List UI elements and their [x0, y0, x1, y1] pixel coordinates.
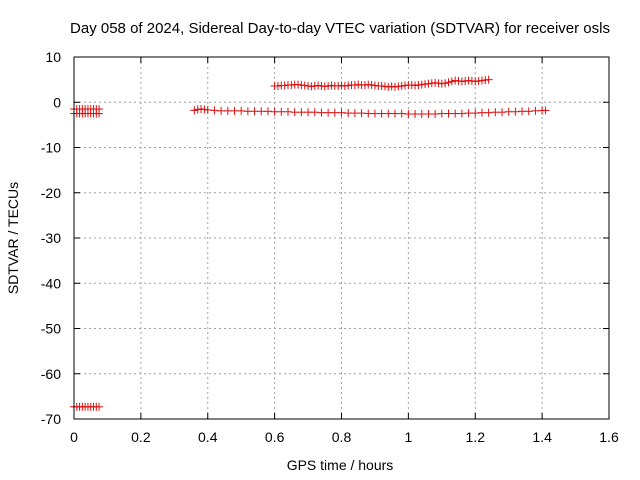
- data-point: [304, 108, 313, 117]
- data-point: [324, 108, 333, 117]
- data-point: [217, 106, 226, 115]
- data-point: [444, 109, 453, 118]
- data-series: [70, 402, 104, 411]
- data-point: [210, 106, 219, 115]
- data-point: [310, 108, 319, 117]
- x-axis-label: GPS time / hours: [287, 457, 394, 473]
- x-tick-label: 1.2: [466, 429, 486, 445]
- y-tick-label: -70: [41, 411, 61, 427]
- data-point: [384, 109, 393, 118]
- data-point: [498, 108, 506, 117]
- data-series: [190, 105, 550, 119]
- data-point: [364, 109, 373, 118]
- data-point: [370, 109, 379, 118]
- data-point: [270, 107, 279, 116]
- data-point: [337, 108, 346, 117]
- axis-ticks: 0 0.2 0.4 0.6 0.8 1 1.2 1.4 1.6 10 0 -10 -20 -30 -40 -5…: [41, 49, 619, 445]
- data-point: [344, 109, 353, 118]
- data-point: [284, 107, 292, 116]
- grid: [74, 57, 609, 419]
- y-tick-label: -10: [41, 140, 61, 156]
- y-tick-label: -40: [41, 275, 61, 291]
- y-tick-label: -20: [41, 185, 61, 201]
- data-point: [417, 110, 426, 119]
- data-series: [270, 75, 493, 91]
- data-point: [290, 108, 299, 117]
- data-point: [350, 109, 359, 118]
- data-point: [441, 79, 450, 88]
- x-tick-label: 0.4: [198, 429, 218, 445]
- data-point: [397, 109, 406, 118]
- data-point: [277, 107, 286, 116]
- data-point: [491, 108, 500, 117]
- data-point: [541, 106, 550, 115]
- data-point: [257, 107, 266, 116]
- x-tick-label: 1.6: [599, 429, 619, 445]
- data-point: [404, 110, 413, 119]
- data-point: [437, 109, 446, 118]
- data-points: [70, 75, 550, 411]
- data-point: [484, 75, 493, 84]
- data-point: [444, 78, 453, 87]
- data-point: [477, 108, 486, 117]
- x-tick-label: 1: [404, 429, 412, 445]
- data-point: [95, 109, 104, 118]
- data-point: [377, 109, 386, 118]
- y-tick-label: -60: [41, 366, 61, 382]
- x-tick-label: 0: [70, 429, 78, 445]
- data-point: [250, 107, 259, 116]
- chart-title: Day 058 of 2024, Sidereal Day-to-day VTE…: [70, 20, 610, 37]
- data-point: [524, 107, 533, 116]
- data-point: [511, 107, 520, 116]
- data-point: [504, 107, 513, 116]
- data-point: [203, 105, 212, 114]
- data-point: [424, 110, 433, 119]
- data-point: [471, 109, 480, 118]
- data-point: [391, 109, 399, 118]
- x-tick-label: 0.2: [131, 429, 151, 445]
- data-series: [70, 109, 104, 118]
- x-tick-label: 1.4: [532, 429, 552, 445]
- data-point: [531, 106, 540, 115]
- x-tick-label: 0.8: [332, 429, 352, 445]
- data-point: [237, 106, 246, 115]
- data-point: [190, 106, 199, 115]
- data-series: [70, 105, 104, 114]
- data-point: [223, 106, 232, 115]
- data-point: [518, 107, 527, 116]
- data-point: [95, 402, 104, 411]
- data-point: [330, 108, 339, 117]
- data-point: [411, 110, 420, 119]
- y-tick-label: -50: [41, 321, 61, 337]
- data-point: [484, 108, 493, 117]
- y-tick-label: -30: [41, 230, 61, 246]
- data-point: [431, 110, 440, 119]
- data-point: [317, 108, 326, 117]
- data-point: [451, 109, 460, 118]
- data-point: [263, 107, 272, 116]
- data-point: [447, 77, 456, 86]
- data-point: [243, 107, 252, 116]
- data-point: [230, 106, 239, 115]
- data-point: [297, 108, 306, 117]
- data-point: [457, 109, 466, 118]
- y-tick-label: 0: [53, 94, 61, 110]
- x-tick-label: 0.6: [265, 429, 285, 445]
- y-tick-label: 10: [45, 49, 61, 65]
- y-axis-label: SDTVAR / TECUs: [5, 182, 21, 294]
- plot-frame: [73, 56, 610, 420]
- data-point: [464, 109, 473, 118]
- data-point: [357, 109, 366, 118]
